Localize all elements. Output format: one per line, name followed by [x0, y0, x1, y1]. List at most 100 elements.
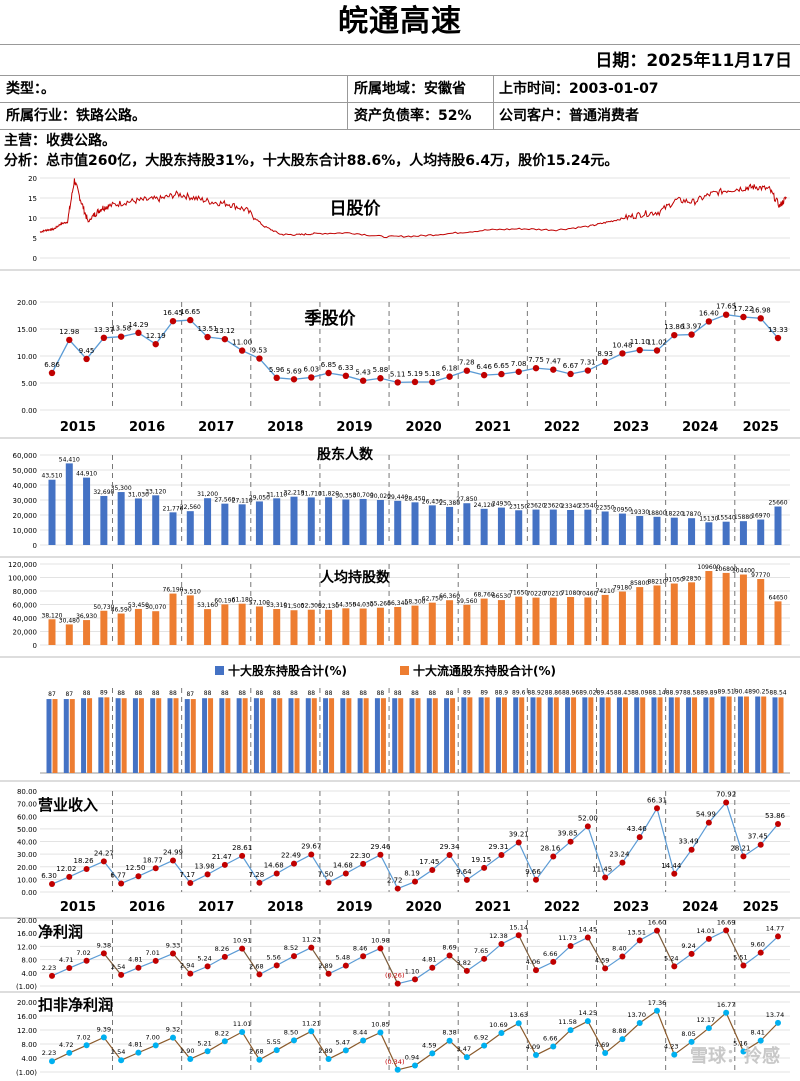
- revenue-year-label: 2024: [682, 900, 718, 915]
- quarterly-chart-title: 季股价: [305, 308, 357, 329]
- revenue-reset-line: [518, 842, 537, 881]
- quarterly-price-label: 13.58: [111, 325, 131, 333]
- top10-holders-bar: [495, 697, 501, 773]
- deducted-profit-point: [412, 1062, 418, 1069]
- quarterly-price-point: [636, 346, 643, 354]
- quarterly-price-label: 5.19: [407, 370, 423, 378]
- quarterly-price-label: 7.08: [511, 360, 527, 368]
- net-profit-point: [83, 957, 90, 964]
- holders-bar-label: 23540: [578, 503, 597, 510]
- holders-bar-label: 31,110: [266, 491, 287, 498]
- deducted-profit-point: [152, 1042, 159, 1049]
- customer-field: 公司客户：普通消费者: [499, 108, 639, 124]
- revenue-point: [412, 878, 418, 885]
- deducted-profit-reset-line: [310, 1030, 330, 1060]
- top10-holders-bar: [374, 698, 380, 773]
- per-capita-bar-label: 52,300: [301, 603, 322, 610]
- net-profit-point: [308, 944, 315, 951]
- per-capita-bar: [290, 610, 298, 645]
- top10-float-holders-bar: [225, 698, 231, 773]
- revenue-point-label: 7.28: [249, 871, 265, 879]
- per-capita-bar: [601, 594, 609, 645]
- deducted-profit-ytick: 8.00: [21, 1041, 37, 1049]
- quarterly-price-point: [100, 334, 108, 342]
- per-capita-bar-label: 46,590: [111, 607, 132, 614]
- per-capita-bar-label: 92830: [682, 575, 701, 582]
- revenue-point: [636, 834, 643, 841]
- net-profit-year-line: [604, 930, 658, 969]
- holders-bar: [428, 505, 436, 545]
- revenue-point-label: 12.02: [56, 865, 76, 873]
- top10-holders-bar: [686, 697, 692, 773]
- top10-holders-bar: [547, 697, 553, 773]
- holders-bar: [757, 519, 765, 545]
- per-capita-bar: [757, 579, 765, 645]
- net-profit-ytick: 20.00: [17, 917, 37, 925]
- holders-bar-label: 29,050: [249, 494, 270, 501]
- deducted-profit-year-line: [120, 1037, 174, 1061]
- deducted-profit-point-label: (0.34): [385, 1058, 405, 1066]
- net-profit-point-label: 13.51: [627, 928, 646, 936]
- per-capita-bar-label: 70220: [526, 591, 545, 598]
- holders-bar: [688, 518, 696, 545]
- per-capita-ytick: 40,000: [13, 615, 38, 623]
- quarterly-price-label: 11.00: [232, 339, 252, 347]
- deducted-profit-point: [118, 1057, 125, 1064]
- holders-bar: [705, 522, 713, 545]
- per-capita-bar-label: 70460: [578, 590, 597, 597]
- top10-holders-bar: [755, 696, 761, 773]
- quarterly-price-label: 11.02: [647, 338, 667, 346]
- per-capita-bar-label: 50,730: [93, 604, 114, 611]
- revenue-year-line: [397, 854, 450, 890]
- top10-float-holders-bar: [709, 697, 715, 773]
- holders-bar: [636, 516, 644, 545]
- revenue-year-label: 2017: [198, 900, 234, 915]
- deducted-profit-point-label: 14.25: [579, 1009, 598, 1017]
- holders-bar-label: 44,910: [76, 471, 97, 478]
- holders-bar-label: 24930: [492, 501, 511, 508]
- quarterly-price-point: [671, 331, 678, 339]
- holders-bar: [65, 463, 73, 545]
- deducted-profit-point: [463, 1054, 470, 1061]
- revenue-point: [394, 885, 401, 892]
- holders-bar-label: 22350: [596, 504, 615, 511]
- deducted-profit-year-line: [535, 1020, 589, 1056]
- revenue-point-label: 9.64: [456, 868, 472, 876]
- net-profit-point-label: 16.60: [648, 919, 667, 927]
- top10-holders-bar: [651, 697, 657, 773]
- top10-float-holders-bar: [311, 698, 317, 773]
- holders-bar: [463, 503, 471, 545]
- per-capita-bar-label: 62,750: [422, 596, 443, 603]
- net-profit-point-label: 8.26: [215, 945, 229, 953]
- quarterly-price-point: [757, 315, 764, 322]
- per-capita-bar-label: 104400: [732, 568, 755, 575]
- top10-float-holders-bar: [588, 697, 594, 773]
- top10-holders-bar: [271, 698, 277, 773]
- top10-bar-label: 88.09: [631, 689, 648, 696]
- quarterly-price-point: [187, 316, 194, 324]
- revenue-point: [135, 873, 142, 880]
- per-capita-bar-label: 59,560: [456, 598, 477, 605]
- net-profit-point: [775, 933, 781, 940]
- revenue-point-label: 39.85: [558, 830, 578, 838]
- deducted-profit-point: [204, 1048, 211, 1055]
- per-capita-bar-label: 55,260: [370, 601, 391, 608]
- quarterly-price-label: 5.96: [269, 366, 285, 374]
- holders-ytick: 40,000: [13, 482, 38, 490]
- quarterly-price-label: 12.19: [146, 332, 166, 340]
- net-profit-point: [135, 964, 142, 971]
- quarterly-price-point: [601, 358, 609, 365]
- revenue-point: [325, 879, 332, 886]
- deducted-profit-point: [429, 1050, 436, 1057]
- net-profit-point-label: 10.91: [233, 937, 252, 945]
- revenue-year-line: [466, 842, 520, 881]
- per-capita-bar: [688, 582, 696, 645]
- quarterly-price-label: 13.33: [768, 326, 788, 334]
- top10-float-holders-bar: [398, 698, 404, 773]
- deducted-profit-point: [377, 1029, 384, 1036]
- quarterly-price-label: 5.43: [355, 369, 371, 377]
- top10-bar-label: 90.48: [735, 689, 752, 696]
- quarterly-year-label: 2025: [743, 420, 779, 435]
- quarterly-price-label: 6.67: [563, 362, 579, 370]
- revenue-point: [100, 858, 107, 865]
